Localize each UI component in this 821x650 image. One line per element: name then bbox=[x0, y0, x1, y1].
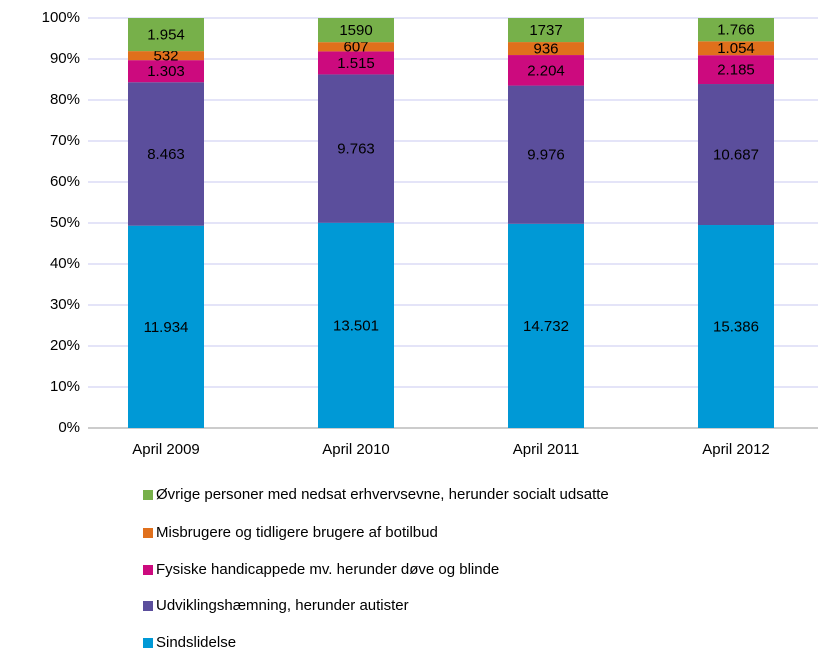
y-tick-label: 50% bbox=[50, 214, 80, 231]
y-tick-label: 30% bbox=[50, 296, 80, 313]
bar-segment bbox=[508, 55, 584, 86]
bar-segment bbox=[698, 41, 774, 56]
bar-segment bbox=[508, 85, 584, 224]
bar-segment bbox=[698, 55, 774, 85]
data-label: 1.954 bbox=[147, 27, 185, 44]
bar-segment bbox=[698, 225, 774, 428]
data-label: 9.976 bbox=[527, 147, 565, 164]
legend-label: Misbrugere og tidligere brugere af botil… bbox=[156, 524, 438, 541]
legend-swatch bbox=[143, 601, 153, 611]
data-label: 532 bbox=[153, 48, 178, 65]
data-label: 1.054 bbox=[717, 40, 755, 57]
data-label: 15.386 bbox=[713, 318, 759, 335]
bar-segment bbox=[698, 18, 774, 42]
legend-label: Udviklingshæmning, herunder autister bbox=[156, 597, 409, 614]
bar-segment bbox=[128, 225, 204, 428]
legend-label: Sindslidelse bbox=[156, 634, 236, 650]
y-tick-label: 20% bbox=[50, 337, 80, 354]
data-label: 14.732 bbox=[523, 318, 569, 335]
data-label: 1590 bbox=[339, 22, 372, 39]
bar-segment bbox=[508, 18, 584, 43]
bar-segment bbox=[128, 82, 204, 226]
data-label: 9.763 bbox=[337, 141, 375, 158]
data-label: 2.204 bbox=[527, 62, 565, 79]
y-tick-label: 70% bbox=[50, 132, 80, 149]
data-label: 936 bbox=[533, 41, 558, 58]
bar-segment bbox=[318, 42, 394, 52]
legend-swatch bbox=[143, 565, 153, 575]
y-tick-label: 10% bbox=[50, 378, 80, 395]
y-tick-label: 100% bbox=[42, 9, 80, 26]
y-tick-label: 60% bbox=[50, 173, 80, 190]
bar-segment bbox=[508, 42, 584, 56]
data-label: 1.515 bbox=[337, 55, 375, 72]
bar-segment bbox=[508, 223, 584, 428]
y-tick-label: 0% bbox=[58, 419, 80, 436]
data-label: 2.185 bbox=[717, 62, 755, 79]
data-label: 10.687 bbox=[713, 146, 759, 163]
x-tick-label: April 2011 bbox=[513, 441, 579, 458]
legend-label: Øvrige personer med nedsat erhvervsevne,… bbox=[156, 486, 609, 503]
data-label: 607 bbox=[343, 39, 368, 56]
bar-segment bbox=[318, 18, 394, 43]
legend-swatch bbox=[143, 528, 153, 538]
data-label: 1737 bbox=[529, 22, 562, 39]
bar-segment bbox=[318, 222, 394, 428]
bar-segment bbox=[318, 74, 394, 223]
y-tick-label: 40% bbox=[50, 255, 80, 272]
y-tick-label: 80% bbox=[50, 91, 80, 108]
y-tick-label: 90% bbox=[50, 50, 80, 67]
legend-swatch bbox=[143, 638, 153, 648]
bar-segment bbox=[128, 51, 204, 61]
data-label: 1.303 bbox=[147, 63, 185, 80]
x-tick-label: April 2012 bbox=[702, 441, 770, 458]
bar-segment bbox=[128, 60, 204, 83]
x-tick-label: April 2009 bbox=[132, 441, 200, 458]
bar-segment bbox=[128, 18, 204, 52]
data-label: 11.934 bbox=[144, 319, 189, 336]
data-label: 13.501 bbox=[333, 317, 379, 334]
bar-segment bbox=[698, 84, 774, 226]
x-tick-label: April 2010 bbox=[322, 441, 390, 458]
legend-label: Fysiske handicappede mv. herunder døve o… bbox=[156, 561, 499, 578]
data-label: 1.766 bbox=[717, 22, 755, 39]
legend-swatch bbox=[143, 490, 153, 500]
data-label: 8.463 bbox=[147, 146, 185, 163]
bar-segment bbox=[318, 51, 394, 75]
